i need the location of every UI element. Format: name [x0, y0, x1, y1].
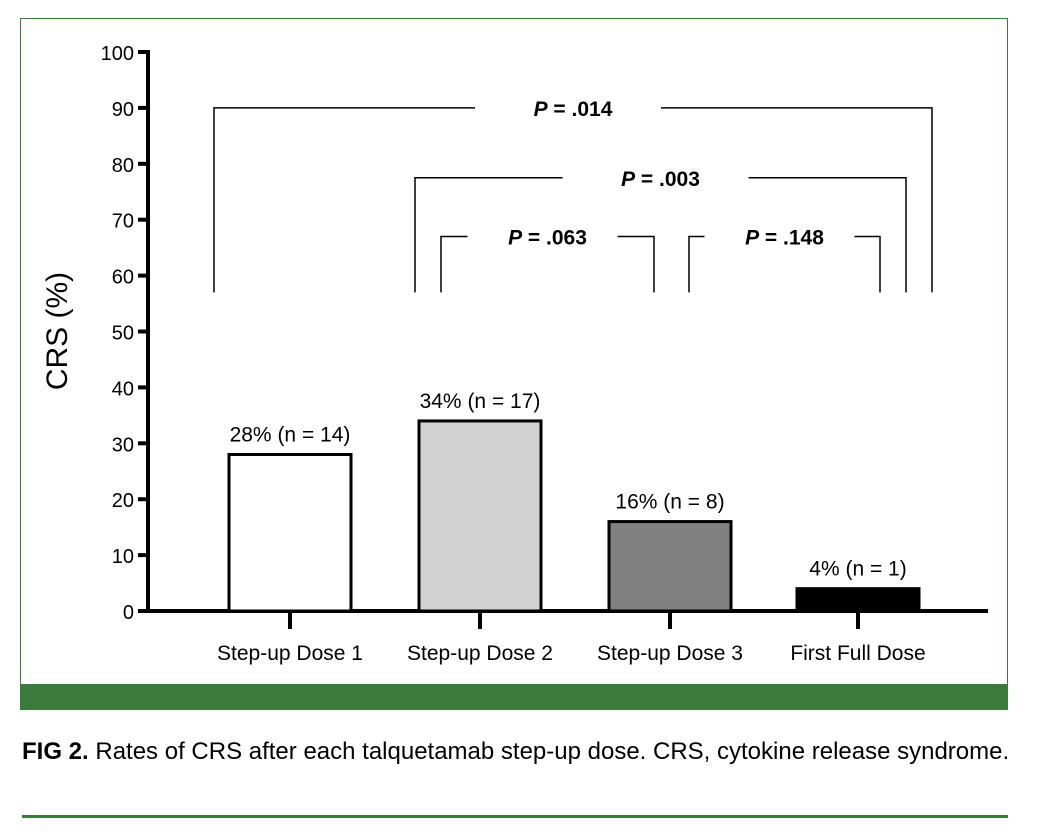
bracket-right — [617, 235, 655, 293]
y-axis-title: CRS (%) — [41, 272, 74, 390]
bracket-left — [440, 235, 468, 293]
y-tick-label: 70 — [112, 211, 134, 233]
y-tick-label: 50 — [112, 323, 134, 345]
p-value: = .003 — [635, 168, 700, 191]
y-axis: 0 10 20 30 40 50 60 70 80 90 100 — [101, 43, 150, 624]
caption-text: Rates of CRS after each talquetamab step… — [95, 738, 1010, 765]
x-tick-label: First Full Dose — [790, 642, 925, 665]
y-tick-label: 40 — [112, 378, 134, 400]
bracket-right — [854, 235, 881, 293]
y-tick-label: 20 — [112, 490, 134, 512]
data-label: 16% (n = 8) — [615, 491, 724, 514]
y-tick-label: 0 — [123, 602, 134, 624]
bar — [227, 452, 353, 613]
bottom-rule — [22, 815, 1008, 818]
data-label: 28% (n = 14) — [230, 423, 351, 446]
p-value-label: P = .003 — [621, 168, 700, 191]
data-labels: 28% (n = 14) 34% (n = 17) 16% (n = 8) 4% (n… — [230, 390, 907, 581]
x-tick-label: Step-up Dose 1 — [217, 642, 363, 665]
figure-caption: FIG 2. Rates of CRS after each talquetam… — [22, 734, 1010, 770]
x-tick-label: Step-up Dose 2 — [407, 642, 553, 665]
figure-label: FIG 2. — [22, 738, 89, 765]
bracket-left — [688, 235, 705, 293]
p-value: = .014 — [548, 98, 613, 121]
bar — [417, 419, 543, 613]
data-label: 34% (n = 17) — [420, 390, 541, 413]
bracket-right — [661, 107, 933, 293]
p-symbol: P — [534, 98, 549, 121]
bars — [227, 419, 921, 613]
y-tick-label: 10 — [112, 546, 134, 568]
p-value-label: P = .014 — [534, 98, 613, 121]
y-tick-label: 90 — [112, 99, 134, 121]
bracket-left — [213, 107, 475, 293]
p-symbol: P — [508, 226, 523, 249]
y-tick-label: 100 — [101, 43, 134, 65]
y-tick-label: 60 — [112, 267, 134, 289]
x-tick-label: Step-up Dose 3 — [597, 642, 743, 665]
bar — [795, 587, 921, 613]
p-symbol: P — [621, 168, 636, 191]
bracket-right — [748, 177, 907, 293]
p-value-label: P = .148 — [745, 226, 824, 249]
y-tick-label: 80 — [112, 155, 134, 177]
bracket-left — [414, 177, 563, 293]
data-label: 4% (n = 1) — [809, 558, 906, 581]
p-symbol: P — [745, 226, 760, 249]
green-band — [20, 684, 1008, 710]
p-value-label: P = .063 — [508, 226, 587, 249]
y-tick-label: 30 — [112, 434, 134, 456]
p-value: = .063 — [522, 226, 587, 249]
x-axis: Step-up Dose 1 Step-up Dose 2 Step-up Dose… — [146, 609, 988, 665]
bar — [607, 520, 733, 613]
p-value: = .148 — [759, 226, 824, 249]
